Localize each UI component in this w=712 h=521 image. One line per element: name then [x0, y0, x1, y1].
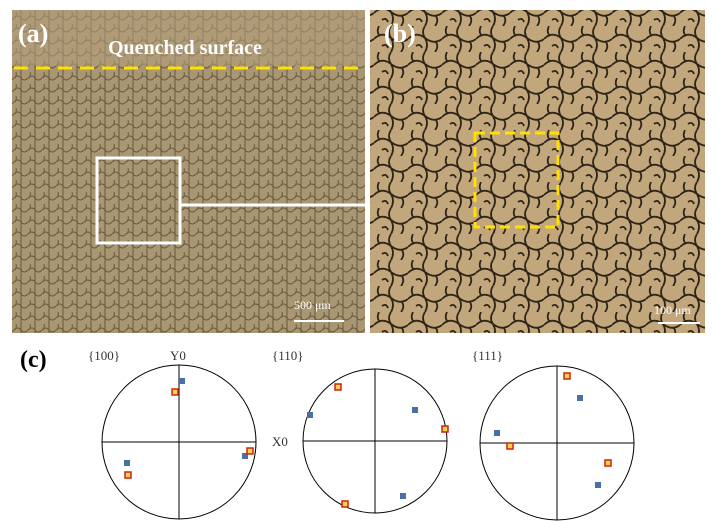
pole-figures — [102, 365, 634, 520]
micrograph-b — [370, 10, 705, 333]
pole-title: {100} — [88, 348, 120, 363]
scale-label: 500 μm — [294, 298, 331, 312]
panel-label: (b) — [384, 19, 416, 48]
red-poles — [125, 373, 611, 507]
pole-title: {110} — [272, 348, 304, 363]
pole-title: {111} — [472, 348, 503, 363]
annotation: Quenched surface — [108, 37, 262, 59]
axis-label: Y0 — [170, 348, 186, 363]
scale-label: 100 μm — [654, 303, 691, 317]
figure: (a) Quenched surface 500 μm (b) 100 μm (… — [0, 0, 712, 521]
panel-label: (a) — [18, 19, 48, 48]
axis-label: X0 — [272, 434, 288, 449]
blue-poles — [124, 378, 601, 499]
panel-label: (c) — [20, 347, 47, 373]
